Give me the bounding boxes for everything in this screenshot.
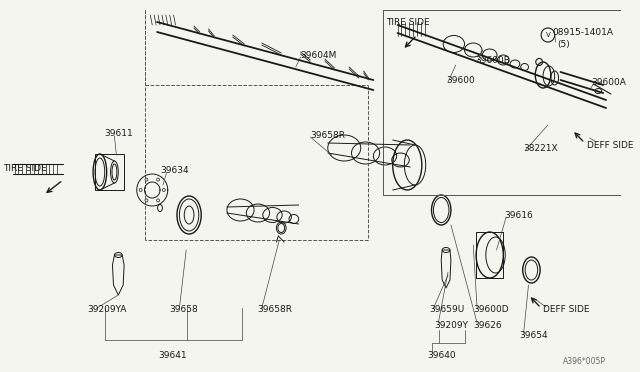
Text: DEFF SIDE: DEFF SIDE xyxy=(543,305,589,314)
Text: 39658R: 39658R xyxy=(310,131,346,140)
Text: 39600: 39600 xyxy=(446,76,475,84)
Text: 39640: 39640 xyxy=(427,350,456,359)
Text: 39654: 39654 xyxy=(519,330,547,340)
Text: 39626: 39626 xyxy=(473,321,502,330)
Text: 39600D: 39600D xyxy=(473,305,509,314)
Text: 39658R: 39658R xyxy=(257,305,292,314)
Text: 39600B: 39600B xyxy=(475,55,510,64)
Text: (5): (5) xyxy=(557,39,570,48)
Text: 38221X: 38221X xyxy=(524,144,558,153)
Text: 39209YA: 39209YA xyxy=(87,305,127,314)
Text: 39658: 39658 xyxy=(170,305,198,314)
Text: TIRE SIDE: TIRE SIDE xyxy=(386,17,429,26)
Text: 39611: 39611 xyxy=(105,128,134,138)
Text: DEFF SIDE: DEFF SIDE xyxy=(587,141,633,150)
Text: 39604M: 39604M xyxy=(301,51,337,60)
Text: 39641: 39641 xyxy=(158,350,187,359)
Text: V: V xyxy=(545,32,550,38)
Bar xyxy=(95,154,124,190)
Text: 39659U: 39659U xyxy=(429,305,465,314)
Text: 08915-1401A: 08915-1401A xyxy=(553,28,614,36)
Text: 39616: 39616 xyxy=(504,211,533,219)
Text: 39600A: 39600A xyxy=(591,77,627,87)
Text: TIRE SIDE: TIRE SIDE xyxy=(3,164,47,173)
Text: 39634: 39634 xyxy=(160,166,189,174)
Text: A396*005P: A396*005P xyxy=(563,357,605,366)
Text: 39209Y: 39209Y xyxy=(435,321,468,330)
